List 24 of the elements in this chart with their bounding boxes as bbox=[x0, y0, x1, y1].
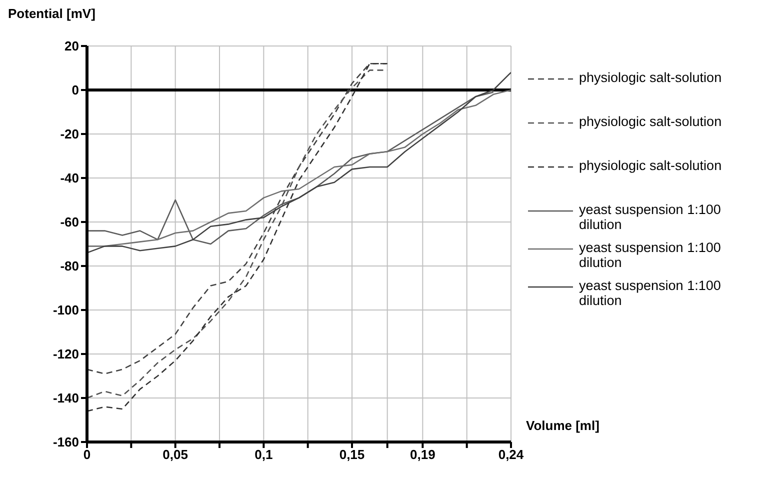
y-tick-label: -60 bbox=[60, 214, 79, 230]
x-axis-title: Volume [ml] bbox=[526, 418, 600, 433]
legend-label: physiologic salt-solution bbox=[579, 70, 723, 85]
y-tick-label: -140 bbox=[52, 390, 79, 406]
legend-label: yeast suspension 1:100 dilution bbox=[579, 240, 722, 270]
y-tick-label: -20 bbox=[60, 126, 79, 142]
x-tick-label: 0 bbox=[83, 447, 91, 462]
y-tick-label: -120 bbox=[52, 346, 79, 362]
y-tick-label: -40 bbox=[60, 170, 79, 186]
y-tick-label: -160 bbox=[52, 434, 79, 450]
legend-label: physiologic salt-solution bbox=[579, 114, 723, 129]
x-tick-label: 0,15 bbox=[339, 447, 365, 462]
legend-label: yeast suspension 1:100 dilution bbox=[579, 278, 722, 308]
x-tick-label: 0,19 bbox=[410, 447, 436, 462]
x-tick-label: 0,1 bbox=[254, 447, 273, 462]
y-tick-label: 20 bbox=[64, 38, 79, 54]
legend-label: physiologic salt-solution bbox=[579, 158, 723, 173]
x-tick-label: 0,05 bbox=[162, 447, 188, 462]
y-tick-label: -80 bbox=[60, 258, 79, 274]
y-tick-label: -100 bbox=[52, 302, 79, 318]
legend-label: yeast suspension 1:100 dilution bbox=[579, 202, 722, 232]
x-tick-label: 0,24 bbox=[498, 447, 524, 462]
y-tick-label: 0 bbox=[72, 82, 79, 98]
y-axis-title: Potential [mV] bbox=[8, 6, 96, 21]
